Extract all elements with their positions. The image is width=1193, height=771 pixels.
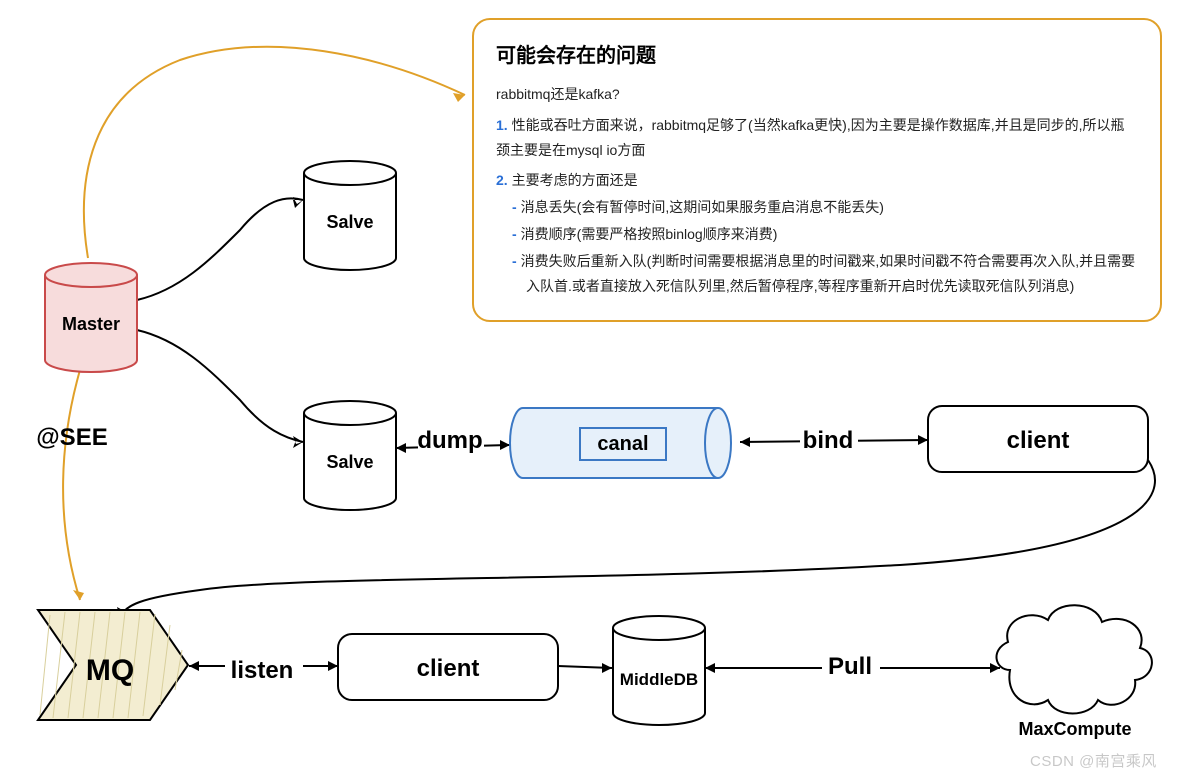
slave2-label: Salve xyxy=(326,452,373,472)
watermark: CSDN @南宫乘风 xyxy=(1030,750,1157,771)
canal-label: canal xyxy=(597,433,648,455)
node-master: Master xyxy=(45,263,137,372)
node-canal: canal xyxy=(510,408,731,478)
note-p1: 1. 性能或吞吐方面来说，rabbitmq足够了(当然kafka更快),因为主要… xyxy=(496,113,1138,163)
node-maxcompute: MaxCompute xyxy=(996,605,1151,739)
note-box: 可能会存在的问题 rabbitmq还是kafka? 1. 性能或吞吐方面来说，r… xyxy=(472,18,1162,322)
edge-atsee-label: @SEE xyxy=(36,424,107,451)
svg-text:Pull: Pull xyxy=(828,653,872,680)
note-question: rabbitmq还是kafka? xyxy=(496,82,1138,107)
node-client1: client xyxy=(928,406,1148,472)
note-b2: -消费顺序(需要严格按照binlog顺序来消费) xyxy=(496,222,1138,247)
node-slave1: Salve xyxy=(304,161,396,270)
mq-label: MQ xyxy=(86,654,134,687)
node-mq: MQ xyxy=(38,610,188,720)
maxcompute-label: MaxCompute xyxy=(1018,719,1131,739)
svg-text:dump: dump xyxy=(417,427,482,454)
note-p2: 2. 主要考虑的方面还是 xyxy=(496,168,1138,193)
edge-at-see-mq xyxy=(63,370,80,600)
edge-at-see xyxy=(84,47,465,258)
middledb-label: MiddleDB xyxy=(620,670,698,689)
svg-text:bind: bind xyxy=(803,427,854,454)
edge-master-slave1 xyxy=(137,198,303,300)
node-client2: client xyxy=(338,634,558,700)
edge-client1-mq xyxy=(120,460,1155,618)
svg-text:listen: listen xyxy=(231,657,294,684)
client2-label: client xyxy=(417,655,480,682)
note-b3: -消费失败后重新入队(判断时间需要根据消息里的时间戳来,如果时间戳不符合需要再次… xyxy=(496,249,1138,299)
note-b1: -消息丢失(会有暂停时间,这期间如果服务重启消息不能丢失) xyxy=(496,195,1138,220)
master-label: Master xyxy=(62,314,120,334)
node-slave2: Salve xyxy=(304,401,396,510)
slave1-label: Salve xyxy=(326,212,373,232)
client1-label: client xyxy=(1007,427,1070,454)
node-middledb: MiddleDB xyxy=(613,616,705,725)
edge-master-slave2 xyxy=(137,330,303,442)
note-title: 可能会存在的问题 xyxy=(496,38,1138,74)
